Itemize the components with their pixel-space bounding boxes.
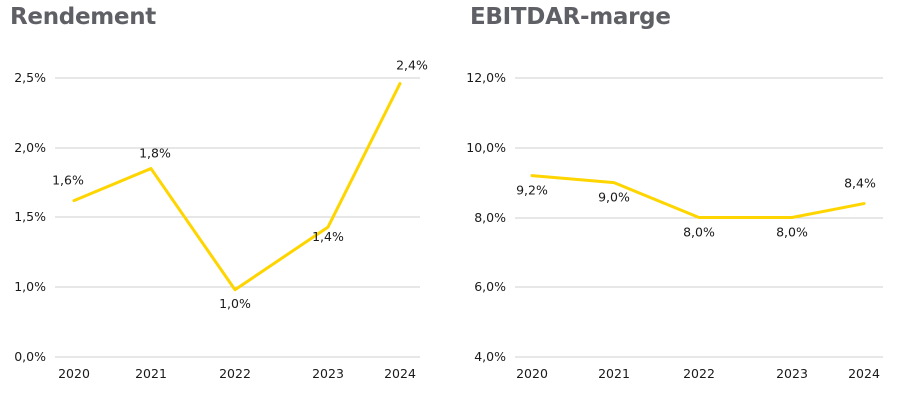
y-tick-label: 0,0%	[14, 349, 46, 364]
x-tick-label: 2021	[135, 366, 167, 381]
y-tick-label: 1,5%	[14, 209, 46, 224]
x-tick-label: 2020	[58, 366, 90, 381]
x-tick-label: 2023	[312, 366, 344, 381]
x-tick-label: 2022	[219, 366, 251, 381]
series-line	[72, 82, 402, 292]
chart-title-ebitdar-marge: EBITDAR-marge	[470, 4, 671, 30]
x-tick-label: 2024	[848, 366, 880, 381]
y-tick-label: 2,0%	[14, 140, 46, 155]
x-tick-label: 2024	[384, 366, 416, 381]
y-tick-label: 10,0%	[466, 140, 506, 155]
x-tick-label: 2021	[598, 366, 630, 381]
x-tick-label: 2023	[776, 366, 808, 381]
data-label: 1,0%	[219, 296, 251, 311]
data-label: 8,4%	[844, 176, 876, 191]
data-label: 8,0%	[776, 225, 808, 240]
y-tick-label: 2,5%	[14, 70, 46, 85]
y-tick-label: 12,0%	[466, 70, 506, 85]
data-label: 9,2%	[516, 183, 548, 198]
y-tick-label: 6,0%	[474, 279, 506, 294]
y-tick-label: 1,0%	[14, 279, 46, 294]
data-label: 8,0%	[683, 225, 715, 240]
series-line	[530, 174, 866, 219]
data-label: 1,6%	[52, 173, 84, 188]
x-tick-label: 2022	[683, 366, 715, 381]
data-label: 1,4%	[312, 229, 344, 244]
chart-rendement: 0,0% 1,0% 1,5% 2,0% 2,5% 1,6% 1,8% 1,0% 1,4% 2,4%…	[14, 58, 428, 381]
x-tick-label: 2020	[516, 366, 548, 381]
data-label: 1,8%	[139, 146, 171, 161]
chart-title-rendement: Rendement	[10, 4, 156, 30]
y-tick-label: 8,0%	[474, 210, 506, 225]
data-label: 9,0%	[598, 190, 630, 205]
data-label: 2,4%	[396, 58, 428, 73]
y-tick-label: 4,0%	[474, 349, 506, 364]
chart-ebitdar-marge: 4,0% 6,0% 8,0% 10,0% 12,0% 9,2% 9,0% 8,0% 8,0% 8,…	[466, 70, 883, 381]
